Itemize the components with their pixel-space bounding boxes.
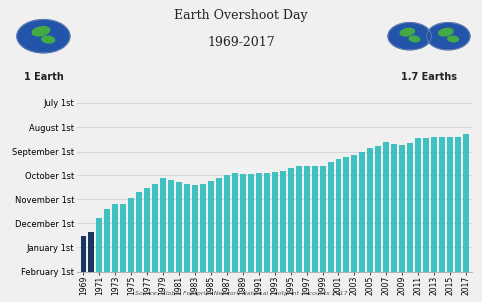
Bar bbox=[391, 144, 397, 272]
Bar bbox=[463, 134, 469, 272]
Text: Earth Overshoot Day: Earth Overshoot Day bbox=[174, 9, 308, 22]
Bar bbox=[120, 204, 126, 272]
Bar bbox=[168, 180, 174, 272]
Bar bbox=[176, 182, 182, 272]
Text: Source: Global Footprint Network National Footprint Accounts 2017: Source: Global Footprint Network Nationa… bbox=[134, 291, 348, 296]
Bar bbox=[80, 236, 86, 272]
Bar bbox=[256, 173, 262, 272]
Bar bbox=[367, 148, 374, 272]
Text: 1969-2017: 1969-2017 bbox=[207, 36, 275, 49]
Bar bbox=[152, 184, 158, 272]
Bar bbox=[200, 184, 206, 272]
Bar bbox=[232, 173, 238, 272]
Bar bbox=[184, 184, 190, 272]
Bar bbox=[192, 185, 198, 272]
Bar bbox=[136, 192, 142, 272]
Bar bbox=[96, 217, 102, 272]
Bar bbox=[295, 166, 302, 272]
Bar bbox=[328, 162, 334, 272]
Bar bbox=[423, 138, 429, 272]
Text: 1.7 Earths: 1.7 Earths bbox=[401, 72, 457, 82]
Bar bbox=[105, 209, 110, 272]
Bar bbox=[415, 138, 421, 272]
Bar bbox=[304, 166, 309, 272]
Bar bbox=[375, 146, 381, 272]
Bar bbox=[248, 174, 254, 272]
Bar bbox=[320, 166, 325, 272]
Bar bbox=[144, 188, 150, 272]
Bar bbox=[455, 137, 461, 272]
Bar bbox=[280, 171, 286, 272]
Bar bbox=[383, 142, 389, 272]
Bar bbox=[431, 137, 437, 272]
Bar bbox=[399, 145, 405, 272]
Text: 1 Earth: 1 Earth bbox=[24, 72, 63, 82]
Bar bbox=[335, 159, 341, 272]
Bar bbox=[311, 166, 318, 272]
Bar bbox=[288, 168, 294, 272]
Bar bbox=[360, 152, 365, 272]
Bar bbox=[208, 182, 214, 272]
Bar bbox=[344, 157, 349, 272]
Bar bbox=[89, 232, 94, 272]
Bar bbox=[112, 204, 119, 272]
Bar bbox=[447, 137, 453, 272]
Bar bbox=[264, 173, 270, 272]
Bar bbox=[160, 178, 166, 272]
Bar bbox=[224, 175, 230, 272]
Bar bbox=[351, 156, 358, 272]
Bar bbox=[272, 172, 278, 272]
Bar bbox=[439, 137, 445, 272]
Bar bbox=[407, 143, 413, 272]
Bar bbox=[240, 174, 246, 272]
Bar bbox=[128, 198, 134, 272]
Bar bbox=[216, 178, 222, 272]
